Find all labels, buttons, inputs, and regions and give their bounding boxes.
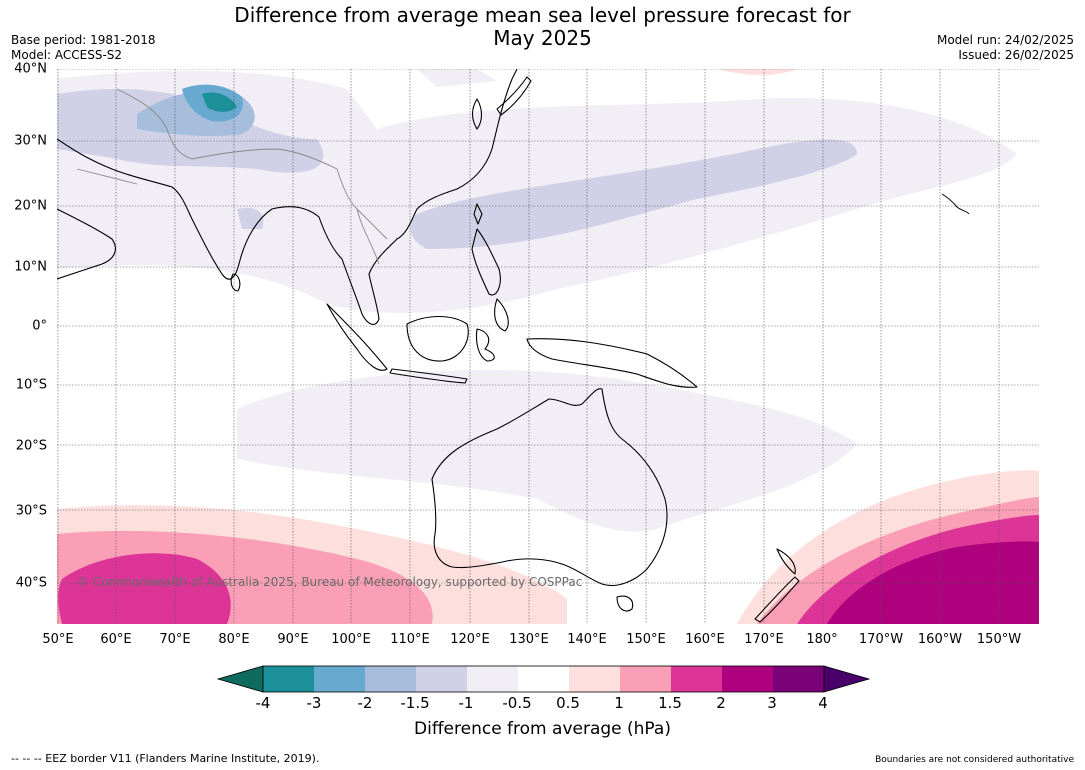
- lon-label-170e: 170°E: [744, 632, 784, 647]
- copyright-notice: © Commonwealth of Australia 2025, Bureau…: [77, 575, 582, 589]
- meta-left: Base period: 1981-2018 Model: ACCESS-S2: [11, 33, 156, 63]
- lon-label-150e: 150°E: [626, 632, 666, 647]
- lon-label-60e: 60°E: [100, 632, 132, 647]
- colorbar-arrow-low: [216, 665, 264, 693]
- lat-label-20s: 20°S: [15, 438, 47, 454]
- colorbar-tick: 3: [767, 694, 777, 712]
- lon-label-160e: 160°E: [685, 632, 725, 647]
- issued-date: Issued: 26/02/2025: [958, 48, 1074, 62]
- lon-label-120e: 120°E: [450, 632, 490, 647]
- colorbar-swatch: [263, 666, 314, 692]
- colorbar-tick: -1: [458, 694, 474, 712]
- colorbar-swatch: [416, 666, 467, 692]
- colorbar-swatch: [569, 666, 620, 692]
- anomaly-field-minus-3: [202, 92, 237, 112]
- lat-label-40s: 40°S: [15, 575, 47, 591]
- lon-label-70e: 70°E: [159, 632, 191, 647]
- lon-label-90e: 90°E: [277, 632, 309, 647]
- colorbar-tick: 1.5: [658, 694, 682, 712]
- title-line-2: May 2025: [493, 26, 592, 50]
- meta-right: Model run: 24/02/2025 Issued: 26/02/2025: [937, 33, 1074, 63]
- country-borders: [76, 88, 388, 265]
- lon-label-110e: 110°E: [390, 632, 430, 647]
- lon-label-170w: 170°W: [858, 632, 904, 647]
- lat-label-10s: 10°S: [15, 377, 47, 393]
- lon-label-160w: 160°W: [917, 632, 963, 647]
- colorbar-swatch: [314, 666, 365, 692]
- colorbar-tick: 1: [614, 694, 624, 712]
- model-name: Model: ACCESS-S2: [11, 48, 123, 62]
- graticule: [57, 69, 1039, 624]
- colorbar-tick: -1.5: [400, 694, 430, 712]
- lon-label-100e: 100°E: [331, 632, 371, 647]
- lat-label-30s: 30°S: [15, 503, 47, 519]
- colorbar-tick: 4: [818, 694, 828, 712]
- lon-label-140e: 140°E: [567, 632, 607, 647]
- map-title: Difference from average mean sea level p…: [0, 4, 1085, 50]
- colorbar-tick: -4: [255, 694, 271, 712]
- colorbar-swatch: [620, 666, 671, 692]
- colorbar-tick: -0.5: [502, 694, 532, 712]
- lon-label-150w: 150°W: [976, 632, 1022, 647]
- lon-label-180: 180°: [806, 632, 838, 647]
- colorbar-swatch: [773, 666, 824, 692]
- colorbar-label: Difference from average (hPa): [414, 719, 671, 739]
- colorbar: [216, 665, 870, 693]
- colorbar-swatch: [467, 666, 518, 692]
- lat-label-30n: 30°N: [14, 133, 47, 149]
- colorbar-frame: [262, 665, 825, 693]
- colorbar-tick: -3: [306, 694, 322, 712]
- lat-label-20n: 20°N: [14, 198, 47, 214]
- eez-legend: -- -- -- EEZ border V11 (Flanders Marine…: [11, 752, 320, 765]
- colorbar-swatch: [671, 666, 722, 692]
- colorbar-swatch: [518, 666, 569, 692]
- colorbar-swatch: [722, 666, 773, 692]
- coastlines: [57, 69, 970, 623]
- colorbar-tick: 2: [716, 694, 726, 712]
- lat-label-40n: 40°N: [14, 61, 47, 77]
- boundaries-disclaimer: Boundaries are not considered authoritat…: [875, 755, 1074, 765]
- model-run: Model run: 24/02/2025: [936, 33, 1074, 47]
- colorbar-arrow-high: [823, 665, 870, 693]
- base-period: Base period: 1981-2018: [11, 33, 156, 47]
- lon-label-80e: 80°E: [218, 632, 250, 647]
- colorbar-swatch: [365, 666, 416, 692]
- lon-label-130e: 130°E: [509, 632, 549, 647]
- lat-label-0: 0°: [32, 318, 47, 334]
- lon-label-50e: 50°E: [42, 632, 74, 647]
- title-line-1: Difference from average mean sea level p…: [234, 3, 851, 27]
- lat-label-10n: 10°N: [14, 259, 47, 275]
- pressure-anomaly-map: © Commonwealth of Australia 2025, Bureau…: [57, 69, 1039, 624]
- colorbar-tick: 0.5: [556, 694, 580, 712]
- colorbar-tick: -2: [357, 694, 373, 712]
